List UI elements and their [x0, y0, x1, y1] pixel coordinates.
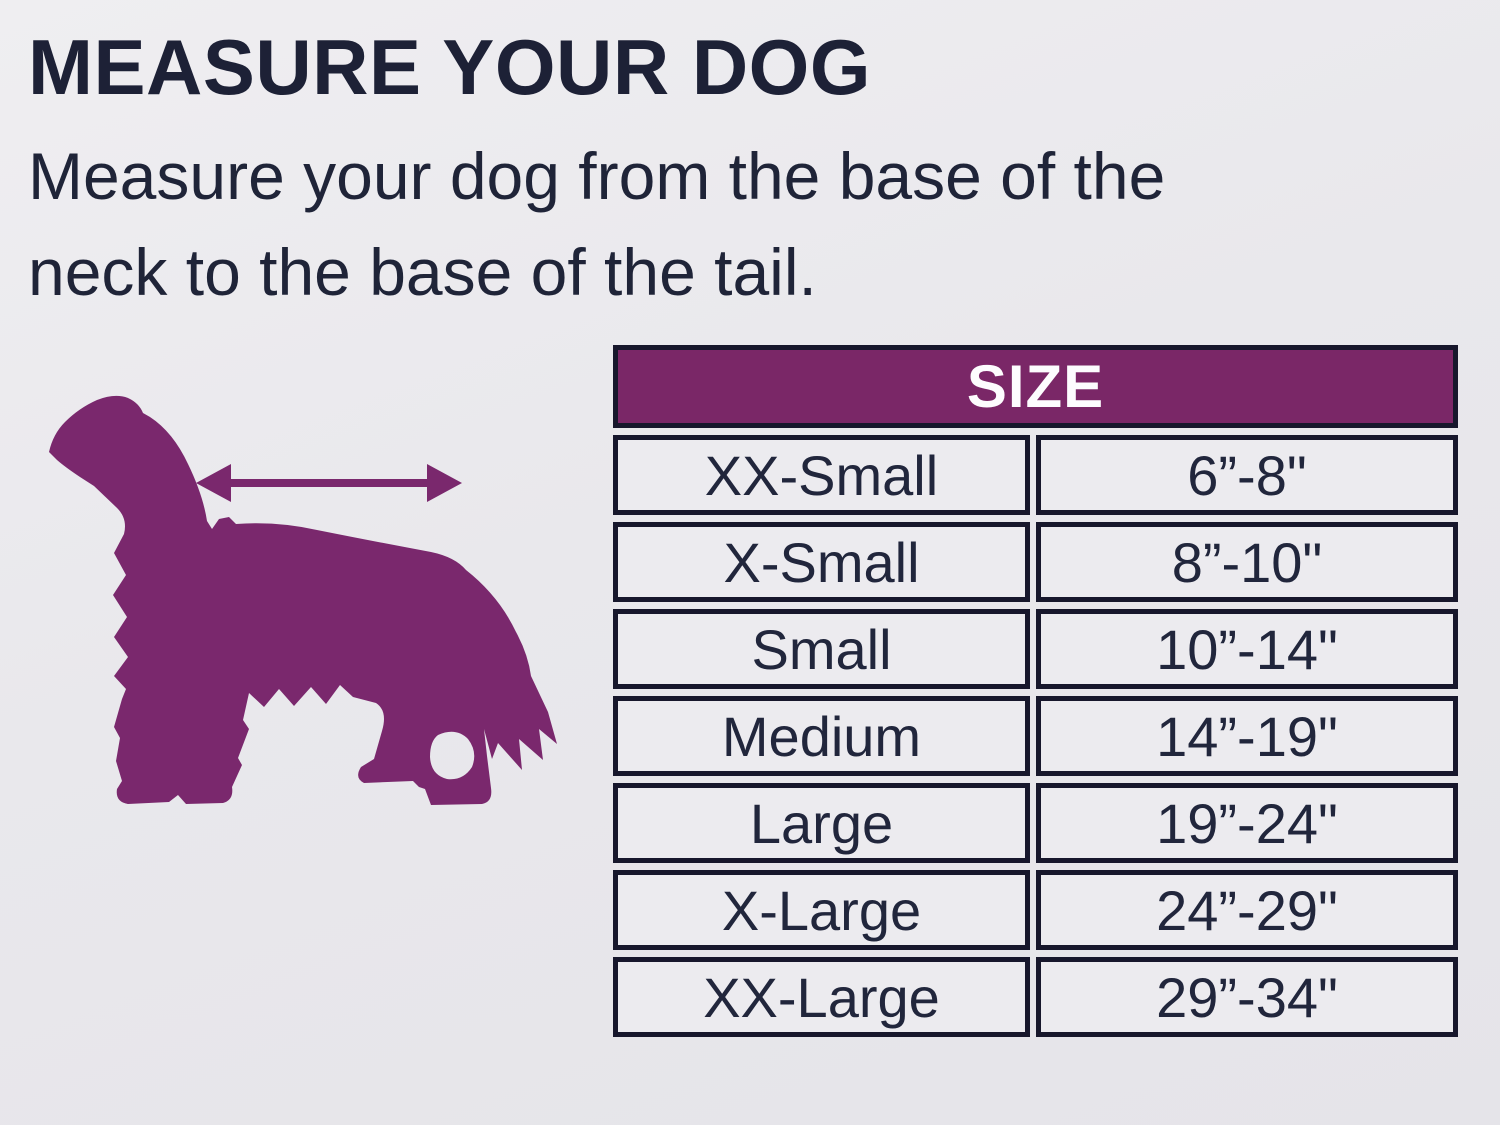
table-row: X-Large 24”-29" — [613, 870, 1458, 950]
range-cell: 10”-14" — [1036, 609, 1458, 689]
size-cell: X-Small — [613, 522, 1030, 602]
range-cell: 24”-29" — [1036, 870, 1458, 950]
table-row: X-Small 8”-10" — [613, 522, 1458, 602]
range-cell: 19”-24" — [1036, 783, 1458, 863]
page-title: MEASURE YOUR DOG — [28, 23, 871, 111]
size-cell: Small — [613, 609, 1030, 689]
table-row: Small 10”-14" — [613, 609, 1458, 689]
size-header-cell: SIZE — [613, 345, 1458, 428]
instructions-line-1: Measure your dog from the base of the — [28, 139, 1166, 213]
size-cell: XX-Large — [613, 957, 1030, 1037]
size-cell: X-Large — [613, 870, 1030, 950]
size-cell: XX-Small — [613, 435, 1030, 515]
range-cell: 8”-10" — [1036, 522, 1458, 602]
dog-silhouette-svg — [49, 395, 557, 805]
size-table: SIZE XX-Small 6”-8" X-Small 8”-10" Small… — [607, 338, 1464, 1044]
table-row: Large 19”-24" — [613, 783, 1458, 863]
size-cell: Medium — [613, 696, 1030, 776]
dog-measurement-diagram — [35, 390, 575, 820]
table-row: XX-Large 29”-34" — [613, 957, 1458, 1037]
dog-silhouette-icon — [49, 395, 557, 805]
size-cell: Large — [613, 783, 1030, 863]
measure-arrow-icon — [196, 464, 462, 502]
table-row: XX-Small 6”-8" — [613, 435, 1458, 515]
measuring-instructions: Measure your dog from the base of the ne… — [28, 128, 1165, 320]
range-cell: 29”-34" — [1036, 957, 1458, 1037]
table-header-row: SIZE — [613, 345, 1458, 428]
table-row: Medium 14”-19" — [613, 696, 1458, 776]
range-cell: 6”-8" — [1036, 435, 1458, 515]
instructions-line-2: neck to the base of the tail. — [28, 235, 817, 309]
range-cell: 14”-19" — [1036, 696, 1458, 776]
